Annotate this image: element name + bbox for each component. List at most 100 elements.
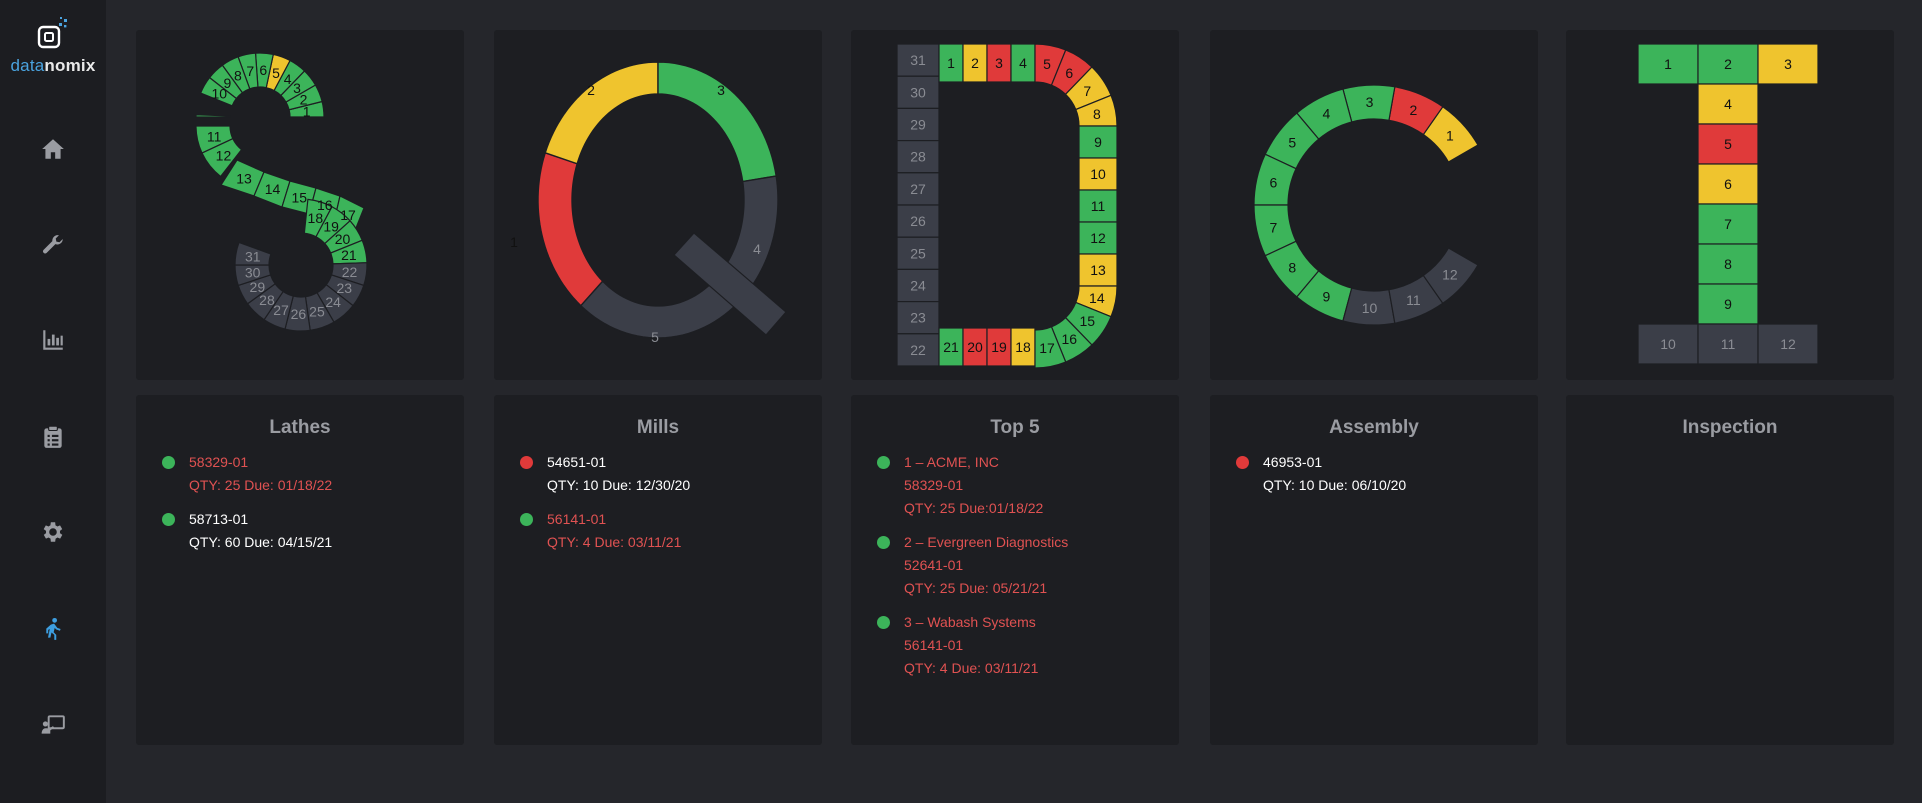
day-label: 19: [323, 218, 339, 234]
day-segment[interactable]: [896, 268, 940, 303]
day-label: 24: [325, 294, 341, 310]
nav-tools[interactable]: [33, 225, 73, 265]
day-segment[interactable]: [199, 76, 238, 107]
day-segment[interactable]: [544, 61, 659, 165]
status-dot: [1236, 456, 1249, 469]
day-label: 27: [273, 302, 289, 318]
day-label: 26: [910, 213, 926, 229]
day-segment[interactable]: [896, 204, 940, 238]
day-label: 4: [284, 71, 292, 87]
nav-reports[interactable]: [33, 320, 73, 360]
day-segment[interactable]: [986, 327, 1012, 367]
item-title: 46953-01: [1263, 454, 1323, 470]
day-label: 26: [291, 306, 307, 322]
item-title: 2 – Evergreen Diagnostics: [904, 534, 1069, 550]
lathes-panel: Lathes 58329-01 QTY: 25 Due: 01/18/22 5871…: [136, 395, 464, 745]
day-segment[interactable]: [962, 327, 988, 367]
day-segment[interactable]: [657, 61, 777, 183]
item-detail: QTY: 10 Due: 12/30/20: [547, 477, 691, 493]
day-segment[interactable]: [1034, 326, 1067, 369]
day-segment[interactable]: [1757, 323, 1819, 365]
day-segment[interactable]: [1697, 203, 1759, 245]
gear-icon: [43, 522, 63, 542]
day-segment[interactable]: [201, 137, 243, 178]
item-detail: QTY: 25 Due:01/18/22: [904, 500, 1044, 516]
day-segment[interactable]: [896, 236, 940, 270]
day-segment[interactable]: [1757, 43, 1819, 85]
nav-orders[interactable]: [33, 417, 73, 457]
panel-title: Top 5: [990, 417, 1040, 438]
day-segment[interactable]: [1422, 247, 1479, 305]
day-label: 1: [947, 55, 955, 71]
status-dot: [877, 616, 890, 629]
day-segment[interactable]: [579, 277, 740, 339]
assembly-panel: Assembly 46953-01 QTY: 10 Due: 06/10/20: [1210, 395, 1538, 745]
item-title: 56141-01: [547, 511, 607, 527]
top5-panel: Top 5 1 – ACME, INC 58329-01 QTY: 25 Due:0…: [851, 395, 1179, 745]
letter-t-panel: 1 2 3 4 5 6 7 8 9 10 11 12: [1566, 30, 1894, 380]
day-segment[interactable]: [896, 172, 940, 206]
day-label: 12: [216, 148, 232, 164]
day-label: 14: [1089, 290, 1105, 306]
item-title: 1 – ACME, INC: [904, 454, 999, 470]
day-segment[interactable]: [1697, 123, 1759, 165]
day-label: 1: [1446, 127, 1454, 143]
day-segment[interactable]: [537, 151, 604, 307]
day-segment[interactable]: [896, 139, 940, 174]
status-dot: [520, 456, 533, 469]
day-segment[interactable]: [1637, 43, 1699, 85]
panel-title: Mills: [636, 417, 680, 438]
day-label: 5: [1724, 136, 1732, 152]
work-order-item[interactable]: 2 – Evergreen Diagnostics 52641-01 QTY: 25…: [877, 531, 1179, 600]
day-label: 29: [250, 279, 266, 295]
item-detail: QTY: 25 Due: 05/21/21: [904, 580, 1048, 596]
day-label: 18: [1015, 339, 1031, 355]
day-label: 16: [317, 197, 333, 213]
day-segment[interactable]: [938, 43, 964, 83]
day-segment[interactable]: [1697, 43, 1759, 85]
day-segment[interactable]: [896, 107, 940, 142]
day-label: 3: [1784, 56, 1792, 72]
assembly-item-list: 46953-01 QTY: 10 Due: 06/10/20: [1210, 451, 1538, 497]
nav-settings[interactable]: [33, 512, 73, 552]
panel-title: Lathes: [269, 417, 331, 438]
nav-home[interactable]: [33, 129, 73, 169]
quality-letter-q-calendar: 1 2 3 4 5: [510, 61, 787, 345]
work-order-item[interactable]: 58713-01 QTY: 60 Due: 04/15/21: [162, 508, 464, 554]
day-segment[interactable]: [1010, 327, 1036, 367]
nav-presentation[interactable]: [33, 705, 73, 745]
day-label: 9: [223, 75, 231, 91]
day-segment[interactable]: [1697, 163, 1759, 205]
day-label: 20: [967, 339, 983, 355]
work-order-item[interactable]: 54651-01 QTY: 10 Due: 12/30/20: [520, 451, 822, 497]
day-segment[interactable]: [896, 301, 940, 335]
day-label: 4: [753, 241, 761, 257]
day-label: 1: [1664, 56, 1672, 72]
day-label: 5: [651, 329, 659, 345]
brand-logo[interactable]: datanomix: [0, 16, 106, 76]
day-label: 20: [335, 231, 351, 247]
work-order-item[interactable]: 46953-01 QTY: 10 Due: 06/10/20: [1236, 451, 1538, 497]
day-segment[interactable]: [1697, 243, 1759, 285]
item-title: 54651-01: [547, 454, 607, 470]
day-segment[interactable]: [1697, 323, 1759, 365]
day-label: 17: [340, 207, 356, 223]
nav-sqdct[interactable]: [33, 609, 73, 649]
day-label: 5: [1043, 56, 1051, 72]
work-order-item[interactable]: 56141-01 QTY: 4 Due: 03/11/21: [520, 508, 822, 554]
day-label: 24: [910, 278, 926, 294]
day-label: 6: [1065, 65, 1073, 81]
letter-d-panel: 31 30 29 28 27 26 25 24 23 22 1 2 3 4 21 20 19 18 5 6 7 8 9 10 1…: [851, 30, 1179, 380]
work-order-item[interactable]: 3 – Wabash Systems 56141-01 QTY: 4 Due: 03…: [877, 611, 1179, 680]
day-label: 18: [308, 210, 324, 226]
day-segment[interactable]: [896, 333, 940, 367]
work-order-item[interactable]: 1 – ACME, INC 58329-01 QTY: 25 Due:01/18/2…: [877, 451, 1179, 520]
day-label: 29: [910, 117, 926, 133]
day-label: 10: [1090, 166, 1106, 182]
work-order-item[interactable]: 58329-01 QTY: 25 Due: 01/18/22: [162, 451, 464, 497]
day-segment[interactable]: [234, 241, 272, 266]
day-segment[interactable]: [195, 114, 231, 118]
day-segment[interactable]: [1637, 323, 1699, 365]
